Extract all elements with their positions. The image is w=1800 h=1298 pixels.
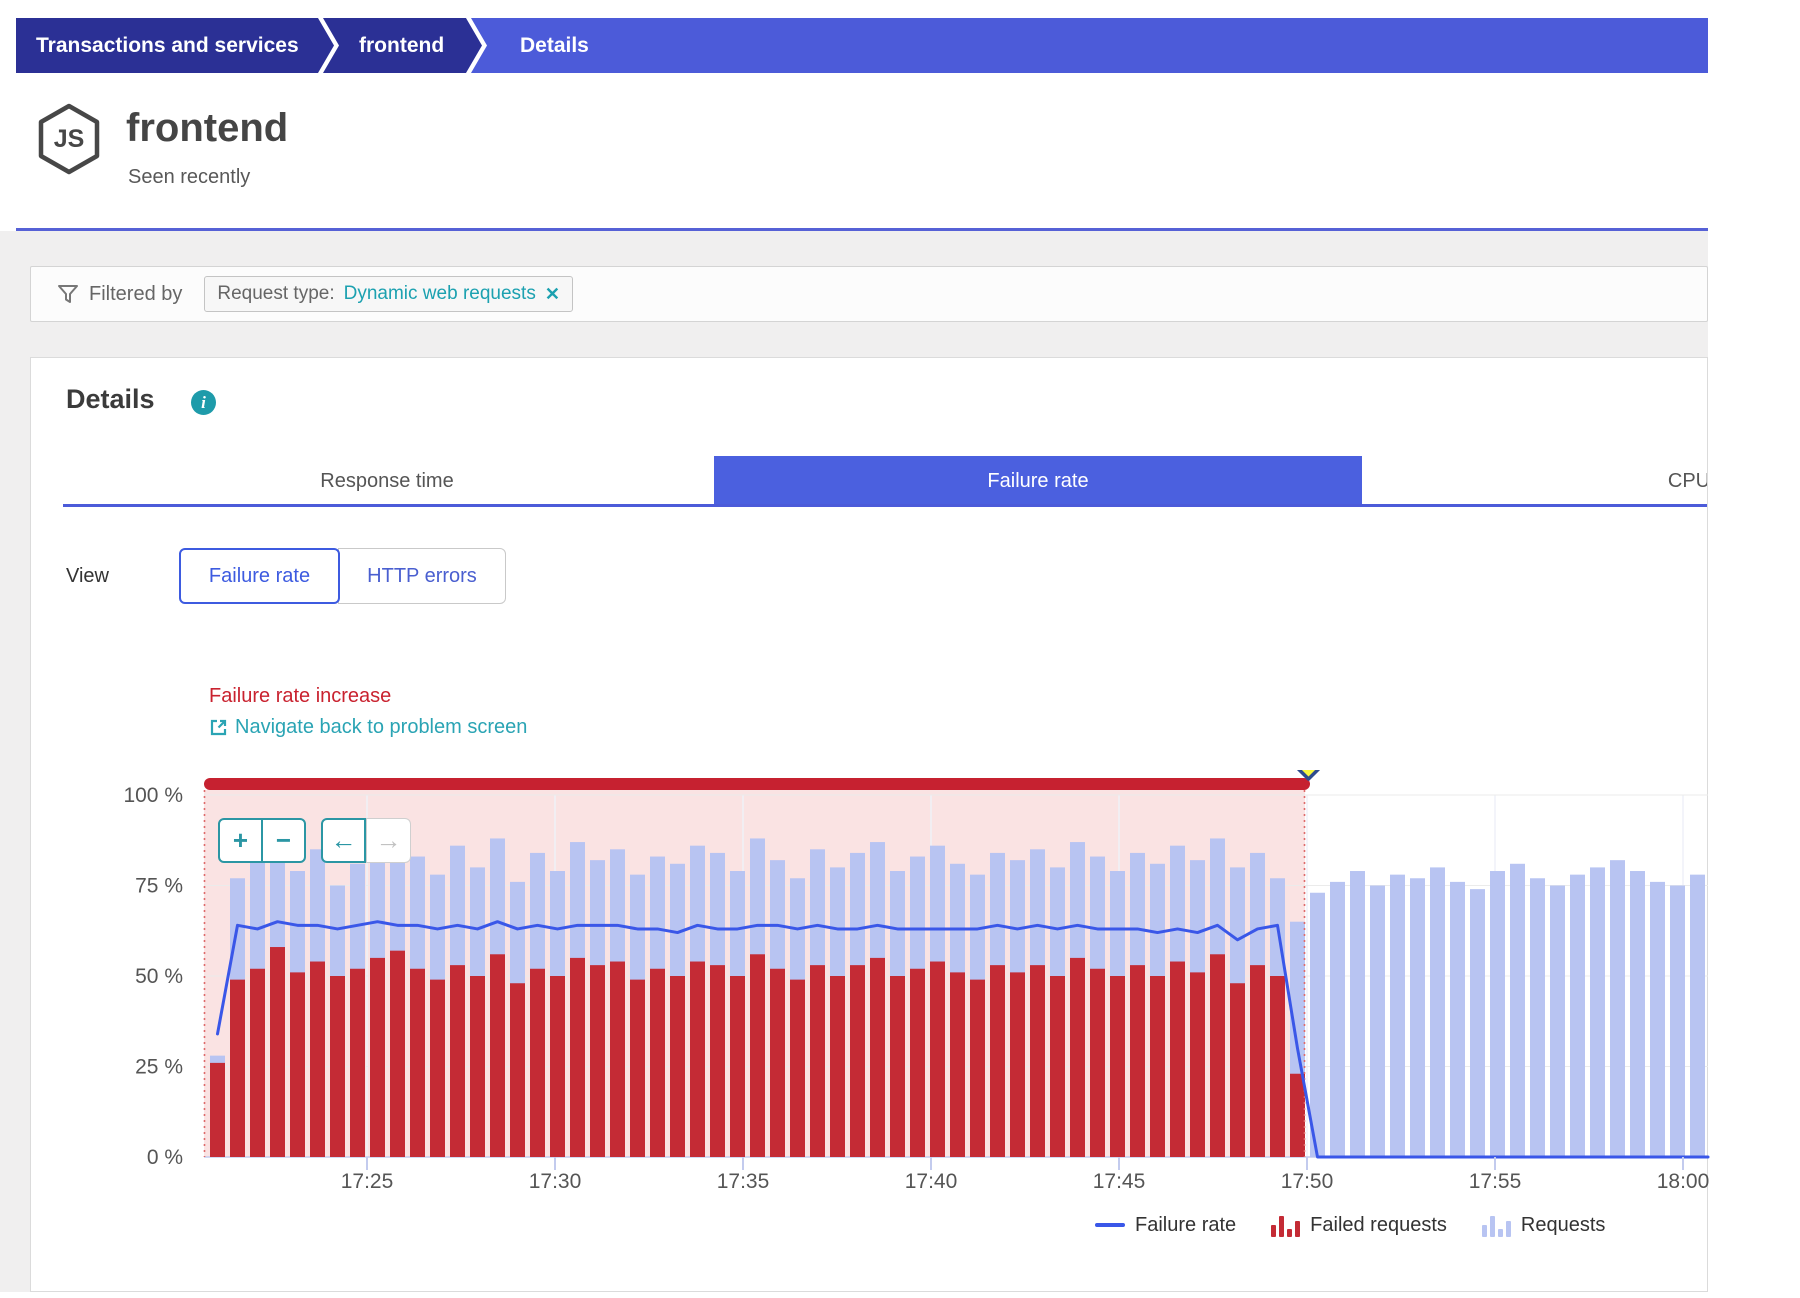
legend-item-failed-requests[interactable]: Failed requests (1271, 1213, 1447, 1237)
details-heading: Details (66, 384, 155, 414)
breadcrumb-item-frontend[interactable]: frontend (359, 34, 445, 57)
svg-text:0 %: 0 % (147, 1146, 183, 1169)
svg-text:100 %: 100 % (123, 784, 183, 807)
filter-chip-value: Dynamic web requests (343, 283, 536, 304)
legend-label: Failure rate (1135, 1213, 1237, 1236)
svg-text:17:25: 17:25 (341, 1170, 394, 1193)
filter-chip-key: Request type: (217, 283, 335, 304)
view-label: View (66, 564, 109, 587)
pan-right-button[interactable]: → (366, 818, 411, 863)
svg-text:18:00: 18:00 (1657, 1170, 1710, 1193)
external-link-icon (210, 719, 227, 736)
svg-text:JS: JS (54, 125, 85, 153)
view-option-failure-rate[interactable]: Failure rate (179, 548, 340, 604)
filter-funnel-icon (58, 285, 78, 303)
legend-item-requests[interactable]: Requests (1481, 1213, 1606, 1237)
legend-line-swatch-icon (1095, 1223, 1125, 1227)
page-title: frontend (126, 106, 289, 150)
metric-tabs: Response time Failure rate CPU (63, 456, 1708, 507)
problem-annotation-title: Failure rate increase (209, 685, 392, 707)
legend-red-bars-icon (1271, 1213, 1301, 1237)
breadcrumb: Transactions and services frontend Detai… (16, 18, 1708, 73)
header-divider (16, 228, 1708, 231)
tab-cpu[interactable]: CPU (1667, 470, 1708, 492)
chart-controls: + − ← → (218, 818, 411, 863)
legend-blue-bars-icon (1481, 1213, 1511, 1237)
legend-label: Failed requests (1310, 1213, 1447, 1236)
svg-text:75 %: 75 % (135, 875, 183, 898)
filtered-by-label: Filtered by (89, 282, 183, 305)
svg-text:17:40: 17:40 (905, 1170, 958, 1193)
failure-rate-chart-canvas[interactable]: 17:25 17:30 17:35 17:40 17:45 17:50 17:55 18:00… (0, 770, 1710, 1298)
svg-text:17:30: 17:30 (529, 1170, 582, 1193)
navigate-back-link-text: Navigate back to problem screen (235, 716, 528, 738)
svg-text:17:50: 17:50 (1281, 1170, 1334, 1193)
zoom-in-button[interactable]: + (218, 818, 263, 863)
svg-text:17:45: 17:45 (1093, 1170, 1146, 1193)
view-option-http-errors[interactable]: HTTP errors (338, 548, 506, 604)
svg-text:17:55: 17:55 (1469, 1170, 1522, 1193)
info-icon[interactable]: i (191, 390, 216, 415)
breadcrumb-item-transactions-and-services[interactable]: Transactions and services (36, 34, 299, 57)
navigate-back-link[interactable]: Navigate back to problem screen (209, 716, 527, 739)
breadcrumb-dark-segments (16, 18, 482, 73)
svg-text:17:35: 17:35 (717, 1170, 770, 1193)
chart-legend: Failure rate Failed requests Requests (1095, 1205, 1605, 1245)
problem-arrow-annotation (1296, 770, 1321, 781)
filter-bar: Filtered by Request type: Dynamic web re… (30, 266, 1708, 322)
tab-failure-rate[interactable]: Failure rate (714, 456, 1362, 507)
view-toggle-row: View Failure rate HTTP errors (66, 548, 506, 604)
svg-text:25 %: 25 % (135, 1056, 183, 1079)
svg-text:50 %: 50 % (135, 965, 183, 988)
legend-item-failure-rate[interactable]: Failure rate (1095, 1214, 1236, 1237)
tab-response-time[interactable]: Response time (320, 470, 454, 492)
breadcrumb-item-details[interactable]: Details (520, 34, 589, 57)
nodejs-service-icon: JS (38, 103, 100, 175)
filter-chip-close-icon[interactable]: ✕ (544, 284, 560, 304)
zoom-out-button[interactable]: − (261, 818, 306, 863)
service-status-text: Seen recently (128, 166, 251, 188)
filter-chip-request-type[interactable]: Request type: Dynamic web requests ✕ (204, 276, 573, 312)
legend-label: Requests (1520, 1213, 1606, 1236)
tabs-underline (63, 504, 1707, 507)
failure-rate-chart[interactable]: 17:25 17:30 17:35 17:40 17:45 17:50 17:55 18:00… (0, 770, 1710, 1298)
pan-left-button[interactable]: ← (321, 818, 366, 863)
